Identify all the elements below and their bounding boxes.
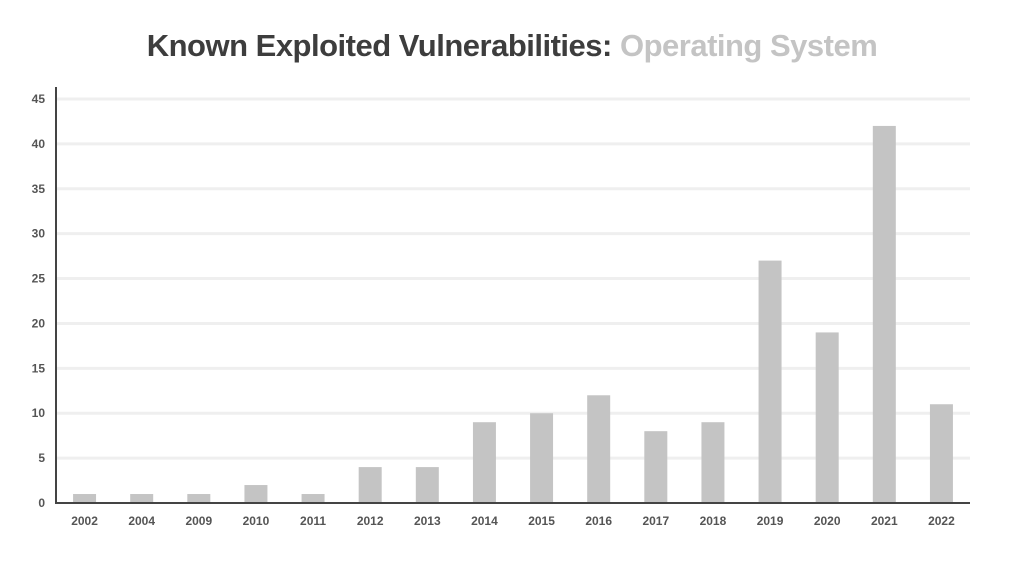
bars xyxy=(73,125,953,503)
chart-title-main: Known Exploited Vulnerabilities: xyxy=(146,28,613,63)
bar xyxy=(929,404,953,503)
bar xyxy=(301,494,325,503)
bar xyxy=(73,494,97,503)
x-tick-label: 2013 xyxy=(414,514,441,528)
x-tick-label: 2020 xyxy=(814,514,841,528)
bar xyxy=(815,332,839,503)
y-tick-label: 10 xyxy=(32,406,46,420)
x-tick-label: 2016 xyxy=(585,514,612,528)
bar xyxy=(358,467,382,503)
x-tick-labels: 2002 2004 2009 2010 2011 2012 2013 2014 2015 2016… xyxy=(71,514,955,528)
y-tick-label: 0 xyxy=(38,496,45,510)
grid-lines xyxy=(56,97,970,460)
bar xyxy=(644,431,668,503)
y-tick-labels: 0 5 10 15 20 25 30 35 40 45 xyxy=(32,92,46,510)
x-tick-label: 2011 xyxy=(300,514,326,528)
x-tick-label: 2017 xyxy=(642,514,669,528)
bar xyxy=(872,125,896,503)
y-tick-label: 35 xyxy=(32,182,46,196)
x-tick-label: 2014 xyxy=(471,514,498,528)
x-tick-label: 2018 xyxy=(700,514,727,528)
x-tick-label: 2010 xyxy=(243,514,270,528)
bar xyxy=(701,422,725,503)
x-tick-label: 2021 xyxy=(871,514,898,528)
bar xyxy=(244,485,268,503)
chart-title-sub: Operating System xyxy=(619,28,878,63)
bar xyxy=(472,422,496,503)
chart-title: Known Exploited Vulnerabilities: Operati… xyxy=(0,28,1024,64)
y-tick-label: 20 xyxy=(32,316,46,330)
y-tick-label: 5 xyxy=(38,451,45,465)
x-tick-label: 2015 xyxy=(528,514,555,528)
x-tick-label: 2004 xyxy=(128,514,155,528)
x-tick-label: 2012 xyxy=(357,514,384,528)
bar xyxy=(187,494,211,503)
y-tick-label: 45 xyxy=(32,92,46,106)
bar xyxy=(130,494,154,503)
x-tick-label: 2002 xyxy=(71,514,98,528)
x-tick-label: 2019 xyxy=(757,514,784,528)
bar xyxy=(415,467,439,503)
y-tick-label: 30 xyxy=(32,227,46,241)
y-tick-label: 25 xyxy=(32,272,46,286)
bar xyxy=(530,413,554,503)
x-tick-label: 2022 xyxy=(928,514,955,528)
axes xyxy=(55,87,970,504)
x-tick-label: 2009 xyxy=(185,514,212,528)
y-tick-label: 15 xyxy=(32,361,46,375)
bar xyxy=(587,395,611,503)
bar xyxy=(758,260,782,503)
y-tick-label: 40 xyxy=(32,137,46,151)
